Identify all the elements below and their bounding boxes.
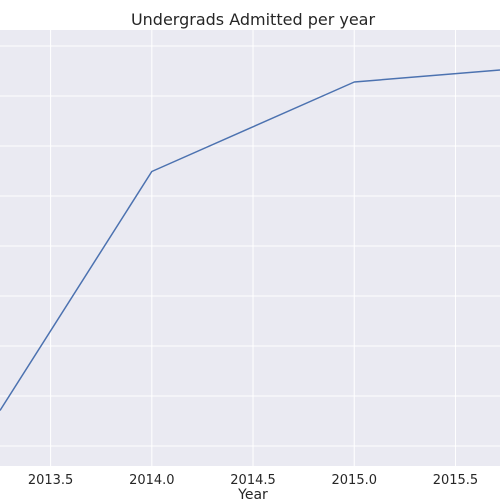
chart-title: Undergrads Admitted per year: [131, 10, 376, 29]
x-tick-label-0: 2013.5: [28, 473, 74, 488]
series-layer: [0, 69, 500, 411]
plot-area: [0, 30, 500, 466]
x-tick-label-2: 2014.5: [230, 473, 276, 488]
x-axis-label: Year: [237, 487, 268, 500]
series-line-0: [0, 69, 500, 411]
grid: [0, 30, 500, 466]
x-tick-label-4: 2015.5: [433, 473, 479, 488]
x-tick-label-1: 2014.0: [129, 473, 175, 488]
x-tick-labels: 2013.5 2014.0 2014.5 2015.0 2015.5: [28, 473, 478, 488]
x-tick-label-3: 2015.0: [332, 473, 378, 488]
